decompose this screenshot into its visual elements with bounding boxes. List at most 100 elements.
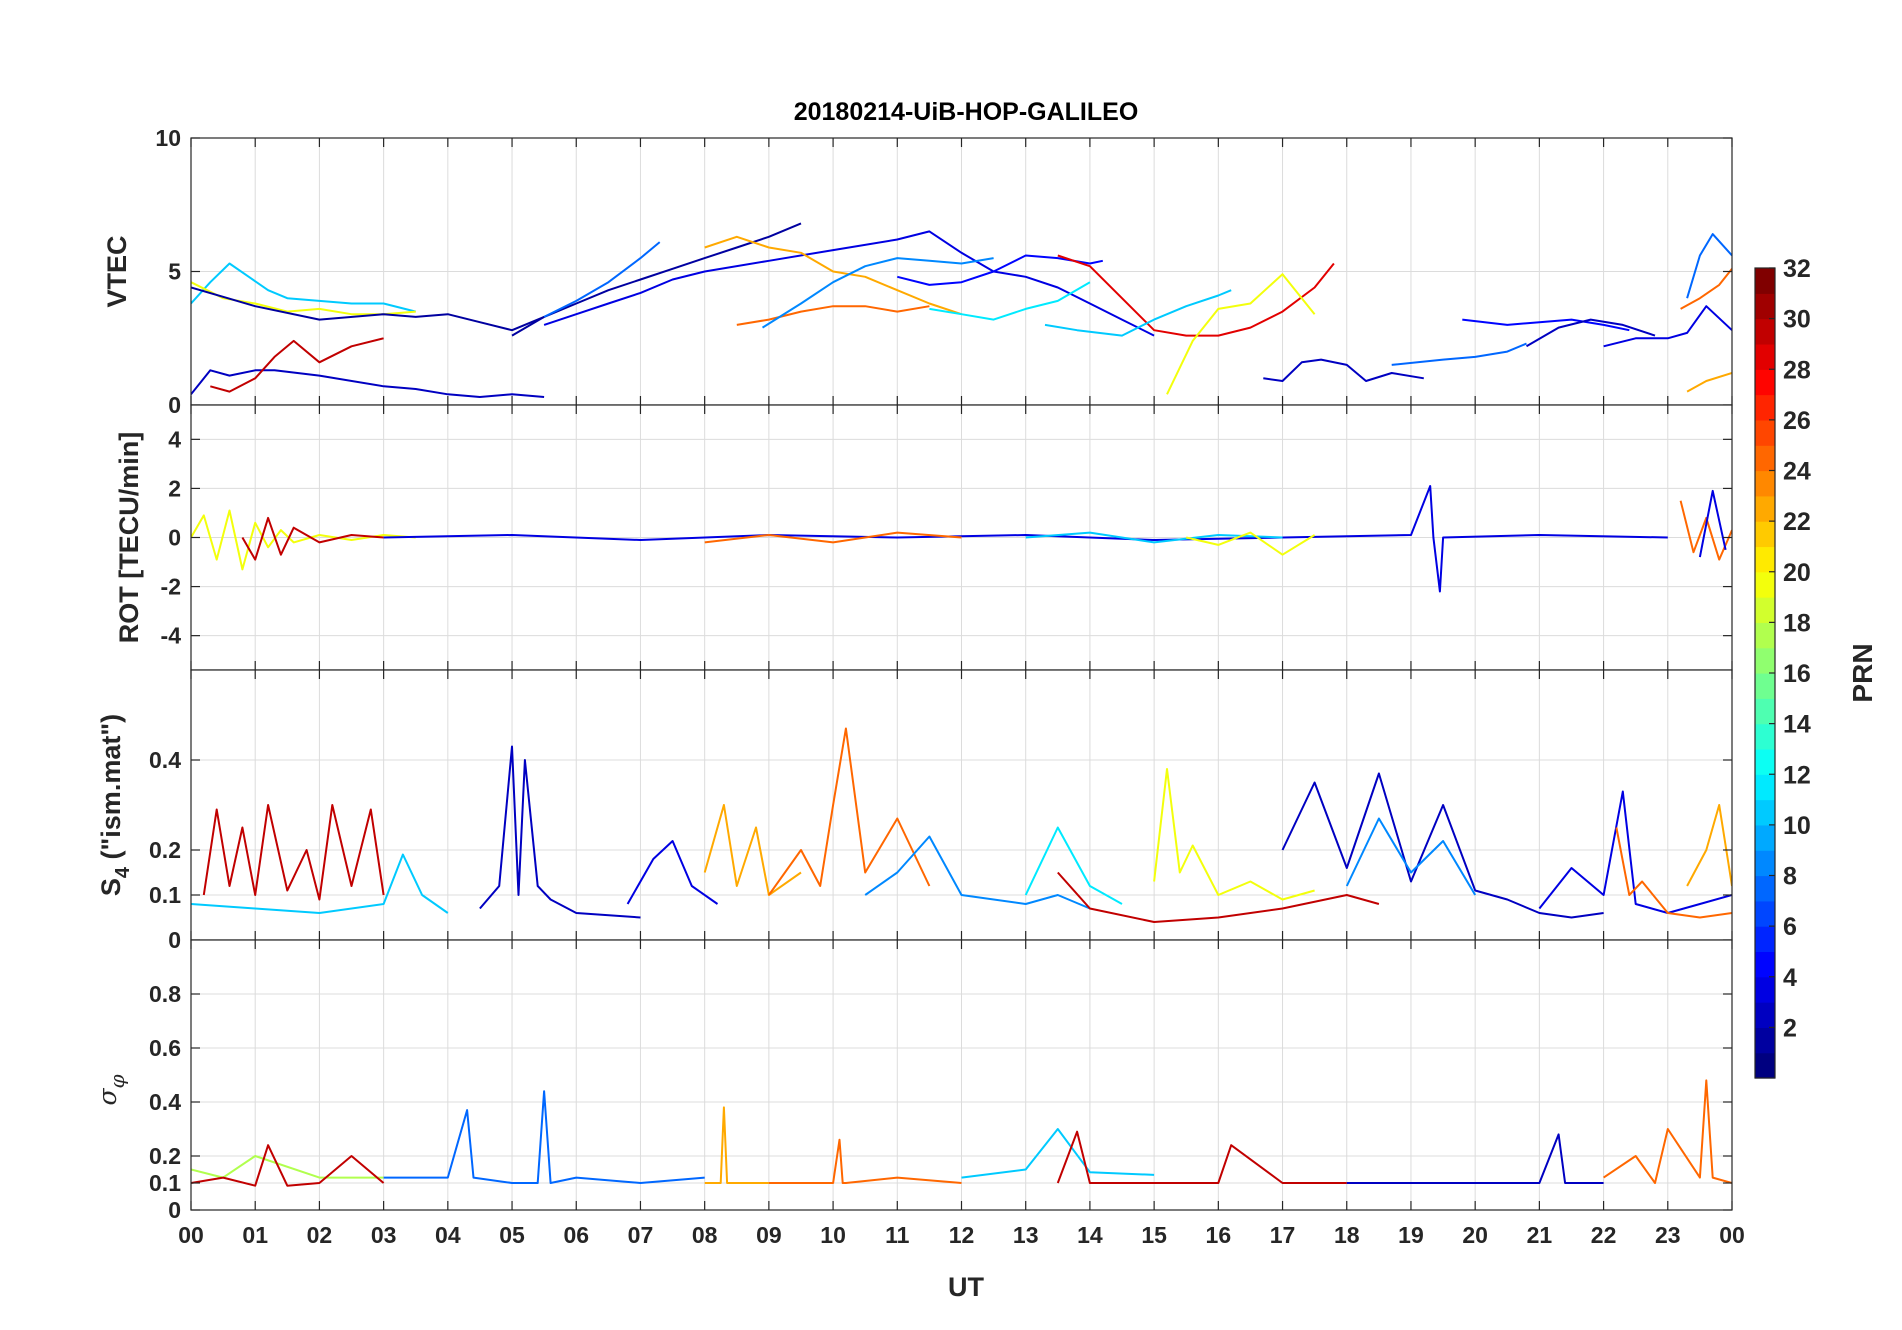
y-tick-label: 2 bbox=[168, 475, 181, 501]
colorbar-segment bbox=[1755, 546, 1775, 573]
series-line-prn-4 bbox=[1603, 305, 1732, 348]
x-tick-label: 16 bbox=[1206, 1222, 1232, 1248]
y-tick-label: 0 bbox=[168, 927, 181, 953]
x-tick-label: 23 bbox=[1655, 1222, 1681, 1248]
y-tick-label: 0.2 bbox=[149, 837, 181, 863]
chart-title: 20180214-UiB-HOP-GALILEO bbox=[794, 98, 1139, 126]
y-tick-label: 0.1 bbox=[149, 882, 181, 908]
series-line-prn-25 bbox=[1680, 268, 1732, 310]
series-line-prn-3 bbox=[1281, 772, 1604, 919]
series-line-prn-4 bbox=[543, 230, 1155, 337]
series-line-prn-5 bbox=[897, 254, 1104, 286]
series-line-prn-23 bbox=[703, 804, 802, 896]
colorbar-segment bbox=[1755, 622, 1775, 649]
y-tick-label: 0 bbox=[168, 525, 181, 551]
colorbar-segment bbox=[1755, 723, 1775, 750]
series-line-prn-30 bbox=[1057, 871, 1380, 923]
colorbar-segment bbox=[1755, 369, 1775, 396]
colorbar-label: PRN bbox=[1847, 643, 1878, 702]
y-tick-label: 0 bbox=[168, 392, 181, 418]
panel-4: 00.10.2 0.4 0.6 0.8 σφ bbox=[93, 939, 1733, 1223]
x-axis-label: UT bbox=[948, 1272, 984, 1302]
colorbar-segment bbox=[1755, 1002, 1775, 1028]
colorbar-segment bbox=[1755, 976, 1775, 1003]
x-tick-label: 11 bbox=[885, 1222, 910, 1248]
x-tick-label: 08 bbox=[692, 1222, 718, 1248]
colorbar-tick-label: 22 bbox=[1783, 508, 1811, 536]
y-tick-label: 0.8 bbox=[149, 981, 181, 1007]
y-tick-label: 4 bbox=[168, 426, 181, 452]
series-line-prn-23 bbox=[704, 1106, 769, 1184]
colorbar-tick-label: 16 bbox=[1783, 660, 1811, 688]
y-tick-label: 0 bbox=[168, 1197, 181, 1223]
series-line-prn-20 bbox=[191, 509, 416, 571]
x-tick-label: 14 bbox=[1077, 1222, 1103, 1248]
x-tick-label: 15 bbox=[1141, 1222, 1167, 1248]
colorbar-segment bbox=[1755, 521, 1775, 548]
x-tick-label: 09 bbox=[756, 1222, 782, 1248]
series-line-prn-20 bbox=[1185, 531, 1316, 556]
colorbar-segment bbox=[1755, 419, 1775, 446]
x-tick-label: 01 bbox=[242, 1222, 268, 1248]
colorbar-segment bbox=[1755, 673, 1775, 699]
colorbar-segment bbox=[1755, 824, 1775, 851]
x-tick-label: 07 bbox=[628, 1222, 654, 1248]
x-tick-label: 18 bbox=[1334, 1222, 1360, 1248]
series-line-prn-23 bbox=[1686, 804, 1732, 887]
series-group bbox=[191, 485, 1732, 593]
y-tick-label: 0.4 bbox=[149, 1089, 181, 1115]
colorbar-segment bbox=[1755, 951, 1775, 978]
colorbar-segment bbox=[1755, 343, 1775, 370]
panel-2: -4 -2 0 2 4 ROT [TECU/min] bbox=[114, 404, 1733, 671]
colorbar-segment bbox=[1755, 495, 1775, 522]
colorbar-segment bbox=[1755, 799, 1775, 826]
series-line-prn-20 bbox=[1153, 768, 1315, 901]
colorbar-segment bbox=[1755, 850, 1775, 877]
series-line-prn-9 bbox=[864, 835, 1091, 910]
colorbar-segment bbox=[1755, 445, 1775, 472]
series-line-prn-3 bbox=[191, 369, 545, 398]
x-tick-label: 00 bbox=[1719, 1222, 1745, 1248]
colorbar-segment bbox=[1755, 1052, 1775, 1079]
y-tick-label: 10 bbox=[155, 125, 181, 151]
colorbar-segment bbox=[1755, 926, 1775, 953]
colorbar-tick-label: 30 bbox=[1783, 306, 1811, 334]
y-tick-label: -4 bbox=[161, 623, 182, 649]
series-line-prn-29 bbox=[1057, 254, 1335, 337]
x-tick-label: 19 bbox=[1398, 1222, 1424, 1248]
colorbar-tick-label: 6 bbox=[1783, 913, 1797, 941]
series-line-prn-25 bbox=[1603, 1079, 1732, 1184]
panel-1: 0 5 10 VTEC bbox=[102, 125, 1733, 418]
colorbar-tick-label: 10 bbox=[1783, 812, 1811, 840]
series-line-prn-9 bbox=[1345, 817, 1477, 896]
series-line-prn-25 bbox=[736, 305, 930, 326]
series-line-prn-30 bbox=[210, 337, 384, 393]
series-group bbox=[191, 222, 1732, 398]
series-line-prn-8 bbox=[1391, 342, 1527, 366]
x-tick-label: 17 bbox=[1270, 1222, 1296, 1248]
y-axis-label: S4 ("ism.mat") bbox=[96, 714, 134, 896]
colorbar-tick-label: 12 bbox=[1783, 761, 1811, 789]
series-line-prn-4 bbox=[1698, 489, 1727, 558]
colorbar-tick-label: 2 bbox=[1783, 1014, 1797, 1042]
series-line-prn-11 bbox=[1044, 289, 1232, 337]
series-line-prn-12 bbox=[1024, 826, 1123, 905]
series-line-prn-5 bbox=[1462, 318, 1630, 332]
colorbar-segment bbox=[1755, 1027, 1775, 1054]
colorbar-tick-label: 14 bbox=[1783, 711, 1811, 739]
y-tick-label: 0.6 bbox=[149, 1035, 181, 1061]
panel-3: 0 0.1 0.2 0.4 S4 ("ism.mat") bbox=[96, 669, 1733, 953]
series-line-prn-2 bbox=[191, 286, 545, 332]
colorbar-tick-label: 4 bbox=[1783, 964, 1797, 992]
series-line-prn-30 bbox=[202, 804, 385, 901]
y-axis-label: VTEC bbox=[102, 235, 132, 307]
y-tick-label: -2 bbox=[161, 574, 181, 600]
colorbar-tick-label: 24 bbox=[1783, 458, 1811, 486]
x-tick-label: 20 bbox=[1462, 1222, 1488, 1248]
x-tick-label: 06 bbox=[563, 1222, 589, 1248]
series-line-prn-8 bbox=[543, 241, 661, 318]
series-line-prn-4 bbox=[626, 840, 719, 905]
